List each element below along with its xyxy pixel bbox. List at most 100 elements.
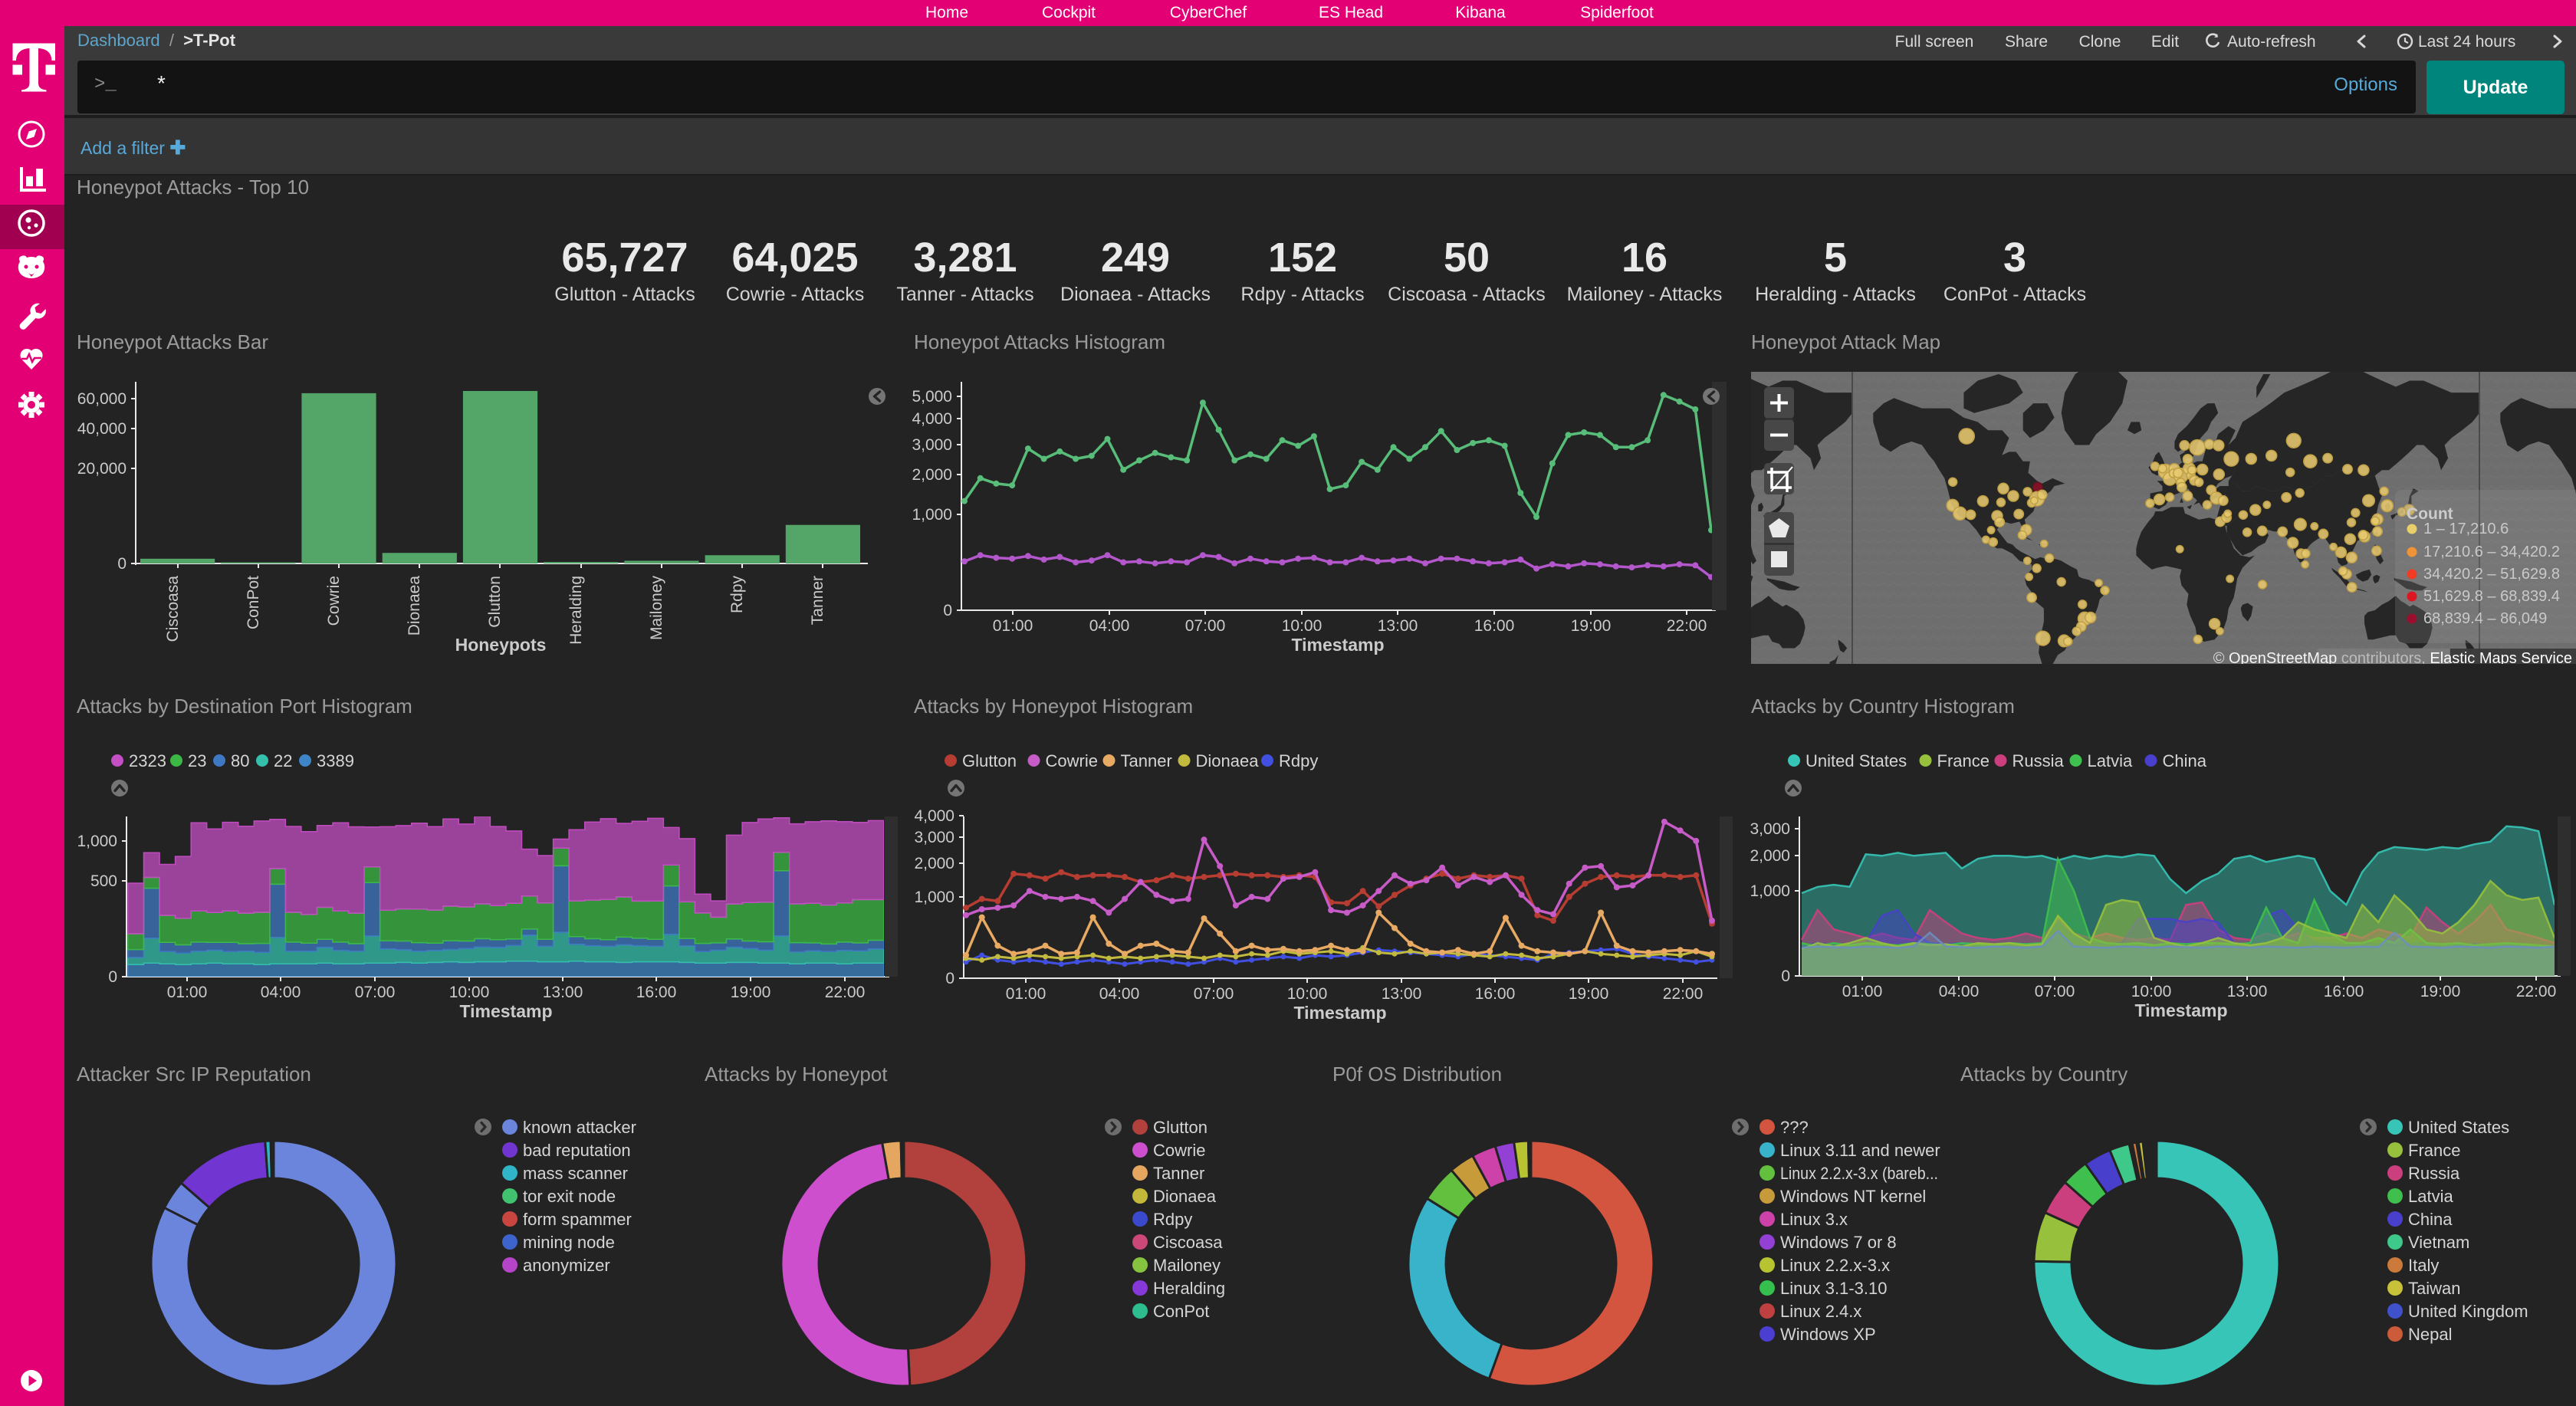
svg-text:17,210.6 – 34,420.2: 17,210.6 – 34,420.2 <box>2423 544 2560 560</box>
svg-text:22:00: 22:00 <box>825 984 866 1001</box>
svg-text:mining node: mining node <box>523 1233 615 1252</box>
svg-text:13:00: 13:00 <box>1382 985 1422 1003</box>
svg-text:United States: United States <box>1806 751 1907 770</box>
svg-text:ConPot - Attacks: ConPot - Attacks <box>1944 284 2086 305</box>
svg-text:1,000: 1,000 <box>77 833 117 850</box>
svg-text:anonymizer: anonymizer <box>523 1256 610 1275</box>
svg-text:Mailoney: Mailoney <box>648 576 665 641</box>
svg-text:1,000: 1,000 <box>912 506 952 524</box>
svg-text:3,000: 3,000 <box>912 436 952 454</box>
svg-text:07:00: 07:00 <box>2035 983 2075 1000</box>
svg-text:1,000: 1,000 <box>1750 882 1790 900</box>
svg-text:Glutton: Glutton <box>486 576 504 628</box>
svg-text:Heralding: Heralding <box>567 576 585 645</box>
svg-text:Last 24 hours: Last 24 hours <box>2418 33 2515 51</box>
svg-text:16:00: 16:00 <box>2324 983 2364 1000</box>
svg-text:16: 16 <box>1622 235 1668 281</box>
svg-text:Honeypot Attack Map: Honeypot Attack Map <box>1751 330 1940 353</box>
svg-text:Linux 2.2.x-3.x (bareb...: Linux 2.2.x-3.x (bareb... <box>1780 1164 1938 1183</box>
svg-text:10:00: 10:00 <box>449 984 490 1001</box>
svg-text:60,000: 60,000 <box>77 390 127 408</box>
svg-text:Attacks by Destination Port Hi: Attacks by Destination Port Histogram <box>77 695 412 718</box>
svg-text:form spammer: form spammer <box>523 1210 632 1229</box>
svg-text:Attacks by Honeypot Histogram: Attacks by Honeypot Histogram <box>914 695 1193 718</box>
svg-text:64,025: 64,025 <box>731 235 858 281</box>
svg-text:Count: Count <box>2407 505 2453 523</box>
svg-text:22:00: 22:00 <box>2516 983 2557 1000</box>
svg-text:13:00: 13:00 <box>2227 983 2268 1000</box>
svg-text:Rdpy - Attacks: Rdpy - Attacks <box>1240 284 1364 305</box>
svg-text:known attacker: known attacker <box>523 1118 636 1137</box>
svg-text:Attacker Src IP Reputation: Attacker Src IP Reputation <box>77 1063 311 1086</box>
svg-text:Linux 2.4.x: Linux 2.4.x <box>1780 1302 1861 1321</box>
svg-text:mass scanner: mass scanner <box>523 1164 628 1183</box>
svg-text:50: 50 <box>1444 235 1490 281</box>
svg-text:152: 152 <box>1268 235 1337 281</box>
svg-text:China: China <box>2408 1210 2453 1229</box>
svg-text:Glutton: Glutton <box>1153 1118 1208 1137</box>
svg-text:Glutton - Attacks: Glutton - Attacks <box>554 284 695 305</box>
svg-text:80: 80 <box>231 751 249 770</box>
svg-text:3,000: 3,000 <box>914 829 955 846</box>
svg-text:Vietnam: Vietnam <box>2408 1233 2469 1252</box>
svg-text:249: 249 <box>1101 235 1170 281</box>
svg-text:Timestamp: Timestamp <box>2134 1000 2227 1020</box>
svg-text:Rdpy: Rdpy <box>728 576 746 614</box>
svg-text:Linux 3.x: Linux 3.x <box>1780 1210 1848 1229</box>
svg-text:France: France <box>2408 1141 2460 1160</box>
svg-text:13:00: 13:00 <box>1378 617 1418 635</box>
svg-text:01:00: 01:00 <box>167 984 208 1001</box>
svg-text:Windows XP: Windows XP <box>1780 1325 1876 1344</box>
svg-text:Attacks by Country Histogram: Attacks by Country Histogram <box>1751 695 2015 718</box>
svg-text:Tanner: Tanner <box>809 576 826 625</box>
svg-text:10:00: 10:00 <box>1287 985 1328 1003</box>
svg-text:16:00: 16:00 <box>636 984 677 1001</box>
svg-text:10:00: 10:00 <box>1282 617 1322 635</box>
svg-text:22: 22 <box>274 751 292 770</box>
svg-text:Mailoney: Mailoney <box>1153 1256 1221 1275</box>
svg-text:2323: 2323 <box>129 751 166 770</box>
svg-text:Edit: Edit <box>2151 33 2179 51</box>
svg-text:19:00: 19:00 <box>1571 617 1612 635</box>
svg-text:3389: 3389 <box>317 751 354 770</box>
svg-text:07:00: 07:00 <box>1194 985 1234 1003</box>
svg-text:07:00: 07:00 <box>355 984 396 1001</box>
svg-text:5: 5 <box>1824 235 1847 281</box>
svg-text:Auto-refresh: Auto-refresh <box>2227 33 2316 51</box>
svg-text:United States: United States <box>2408 1118 2509 1137</box>
svg-text:Ciscoasa: Ciscoasa <box>164 576 182 642</box>
svg-text:Dionaea: Dionaea <box>406 576 423 636</box>
svg-text:Linux 3.1-3.10: Linux 3.1-3.10 <box>1780 1279 1887 1298</box>
svg-text:Timestamp: Timestamp <box>459 1001 552 1021</box>
svg-text:Cowrie: Cowrie <box>1046 751 1098 770</box>
svg-text:Ciscoasa: Ciscoasa <box>1153 1233 1223 1252</box>
svg-text:Russia: Russia <box>2408 1164 2460 1183</box>
svg-text:Dionaea - Attacks: Dionaea - Attacks <box>1060 284 1211 305</box>
svg-text:40,000: 40,000 <box>77 420 127 438</box>
svg-text:P0f OS Distribution: P0f OS Distribution <box>1332 1063 1502 1086</box>
svg-text:01:00: 01:00 <box>1842 983 1883 1000</box>
svg-text:19:00: 19:00 <box>731 984 771 1001</box>
svg-text:16:00: 16:00 <box>1475 985 1516 1003</box>
svg-text:4,000: 4,000 <box>912 410 952 428</box>
svg-text:2,000: 2,000 <box>1750 847 1790 865</box>
svg-text:Tanner: Tanner <box>1121 751 1172 770</box>
svg-text:5,000: 5,000 <box>912 388 952 406</box>
svg-text:04:00: 04:00 <box>1089 617 1130 635</box>
svg-text:22:00: 22:00 <box>1667 617 1707 635</box>
svg-text:68,839.4 – 86,049: 68,839.4 – 86,049 <box>2423 610 2547 627</box>
svg-text:0: 0 <box>943 602 952 619</box>
svg-text:3,281: 3,281 <box>913 235 1017 281</box>
svg-text:Rdpy: Rdpy <box>1279 751 1318 770</box>
svg-text:Timestamp: Timestamp <box>1293 1003 1386 1023</box>
svg-text:Ciscoasa - Attacks: Ciscoasa - Attacks <box>1388 284 1546 305</box>
svg-text:Clone: Clone <box>2079 33 2121 51</box>
svg-text:Rdpy: Rdpy <box>1153 1210 1192 1229</box>
svg-text:Mailoney - Attacks: Mailoney - Attacks <box>1567 284 1723 305</box>
svg-text:04:00: 04:00 <box>1099 985 1140 1003</box>
svg-text:3,000: 3,000 <box>1750 820 1790 838</box>
svg-text:Tanner - Attacks: Tanner - Attacks <box>896 284 1033 305</box>
svg-text:Taiwan: Taiwan <box>2408 1279 2460 1298</box>
svg-text:10:00: 10:00 <box>2131 983 2172 1000</box>
svg-text:20,000: 20,000 <box>77 460 127 478</box>
